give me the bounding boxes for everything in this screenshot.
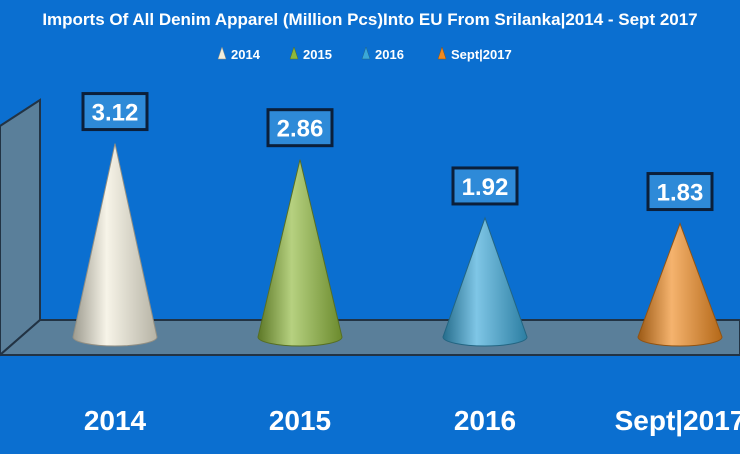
value-label: 1.92 — [462, 174, 509, 201]
chart-floor — [0, 319, 740, 356]
cones-layer — [72, 143, 723, 347]
value-label-box — [646, 172, 714, 212]
legend-entry: Sept|2017 — [451, 47, 512, 62]
legend-entry: 2016 — [375, 47, 404, 62]
value-label: 3.12 — [92, 100, 139, 127]
x-tick-label: 2014 — [84, 405, 147, 436]
legend-swatch — [217, 46, 227, 60]
value-label: 1.83 — [657, 180, 704, 207]
x-tick-label: Sept|2017 — [615, 405, 740, 436]
legend-swatch — [437, 46, 447, 60]
cone-2014 — [72, 143, 158, 347]
cone-sept-2017 — [637, 222, 723, 347]
chart-back-wall — [0, 98, 41, 357]
x-tick-label: 2016 — [454, 405, 516, 436]
cone-2016 — [442, 216, 528, 347]
legend: 2014 2015 2016 Sept|2017 — [217, 46, 512, 62]
value-label-box — [266, 108, 334, 148]
x-axis-ticks: 2014 2015 2016 Sept|2017 — [84, 405, 740, 436]
x-tick-label: 2015 — [269, 405, 331, 436]
cone-2015 — [257, 159, 343, 347]
value-label-box — [81, 92, 149, 132]
value-label-box — [451, 166, 519, 206]
legend-entry: 2014 — [231, 47, 261, 62]
legend-swatch — [289, 46, 299, 60]
legend-entry: 2015 — [303, 47, 332, 62]
chart-title: Imports Of All Denim Apparel (Million Pc… — [42, 10, 697, 29]
value-label: 2.86 — [277, 116, 324, 143]
legend-swatch — [361, 46, 371, 60]
value-labels-layer: 3.12 2.86 1.92 1.83 — [81, 92, 714, 212]
